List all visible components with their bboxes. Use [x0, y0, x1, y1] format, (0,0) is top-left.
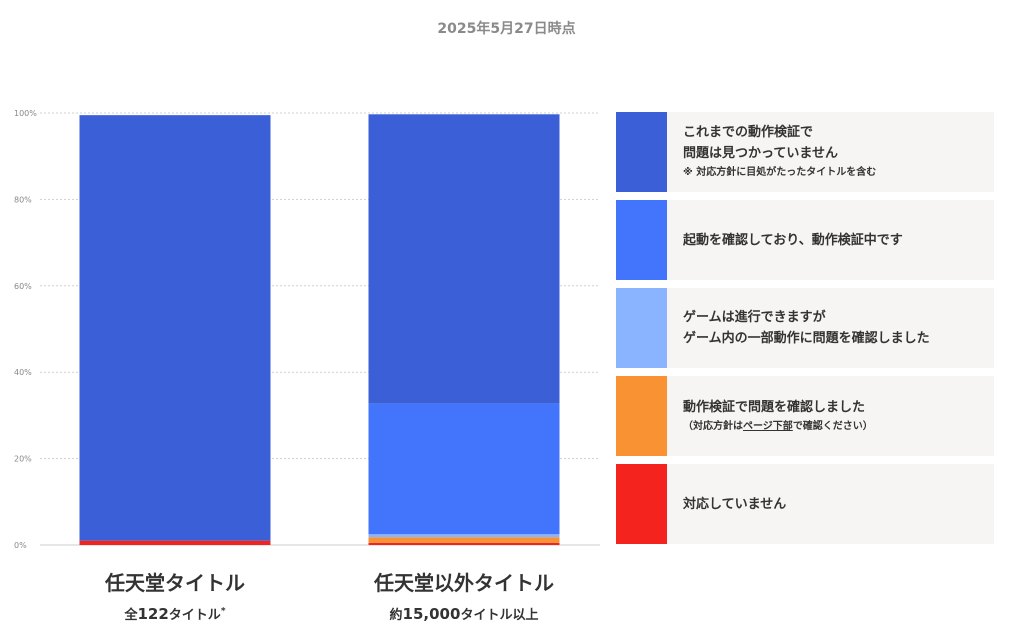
legend-label: 対応していません	[683, 496, 787, 512]
y-tick-label: 40%	[14, 368, 32, 377]
bar-segment	[368, 534, 560, 538]
category-label-nintendo: 任天堂タイトル 全122タイトル*	[55, 567, 295, 623]
legend-swatch	[616, 464, 667, 544]
category-label-third-party: 任天堂以外タイトル 約15,000タイトル以上	[344, 567, 584, 623]
y-tick-label: 0%	[14, 541, 27, 550]
footnote-mark: *	[220, 606, 226, 617]
page-bottom-link[interactable]: ページ下部	[743, 420, 793, 432]
category-name: 任天堂以外タイトル	[374, 571, 554, 595]
legend-label: ゲームは進行できますが	[683, 310, 826, 325]
legend-label: 問題は見つかっていません	[683, 146, 838, 161]
bar-segment	[368, 114, 560, 404]
bar-segment	[79, 115, 271, 541]
bar-segment	[79, 540, 271, 545]
chart-date: 2025年5月27日時点	[437, 21, 576, 37]
legend-note: （対応方針はページ下部で確認ください）	[683, 420, 873, 432]
legend-swatch	[616, 200, 667, 280]
bar-segment	[368, 537, 560, 543]
legend-label: 動作検証で問題を確認しました	[683, 399, 866, 415]
y-tick-label: 60%	[14, 282, 32, 291]
y-tick-label: 20%	[14, 455, 32, 464]
bar-segment	[368, 403, 560, 535]
legend-item-not-supported: 対応していません	[616, 464, 994, 544]
legend-label: 起動を確認しており、動作検証中です	[683, 232, 903, 248]
legend-note: ※ 対応方針に目処がたったタイトルを含む	[683, 167, 877, 178]
y-tick-label: 80%	[14, 195, 32, 204]
legend-item-issues-found: 動作検証で問題を確認しました （対応方針はページ下部で確認ください）	[616, 376, 994, 456]
legend-swatch	[616, 112, 667, 192]
legend-item-testing: 起動を確認しており、動作検証中です	[616, 200, 994, 280]
stacked-bar-chart: 0% 20% 40% 60% 80% 100%	[14, 109, 600, 550]
bar-segment	[368, 542, 560, 545]
legend-swatch	[616, 288, 667, 368]
chart-legend: これまでの動作検証で 問題は見つかっていません ※ 対応方針に目処がたったタイト…	[616, 112, 994, 552]
legend-label: これまでの動作検証で	[683, 125, 814, 140]
legend-item-partial-issues: ゲームは進行できますが ゲーム内の一部動作に問題を確認しました	[616, 288, 994, 368]
category-name: 任天堂タイトル	[105, 571, 245, 595]
category-subtitle: 約15,000タイトル以上	[389, 605, 539, 623]
category-subtitle: 全122タイトル*	[124, 605, 226, 623]
y-tick-label: 100%	[14, 109, 37, 118]
legend-swatch	[616, 376, 667, 456]
legend-item-no-issues: これまでの動作検証で 問題は見つかっていません ※ 対応方針に目処がたったタイト…	[616, 112, 994, 192]
legend-label: ゲーム内の一部動作に問題を確認しました	[683, 331, 930, 346]
